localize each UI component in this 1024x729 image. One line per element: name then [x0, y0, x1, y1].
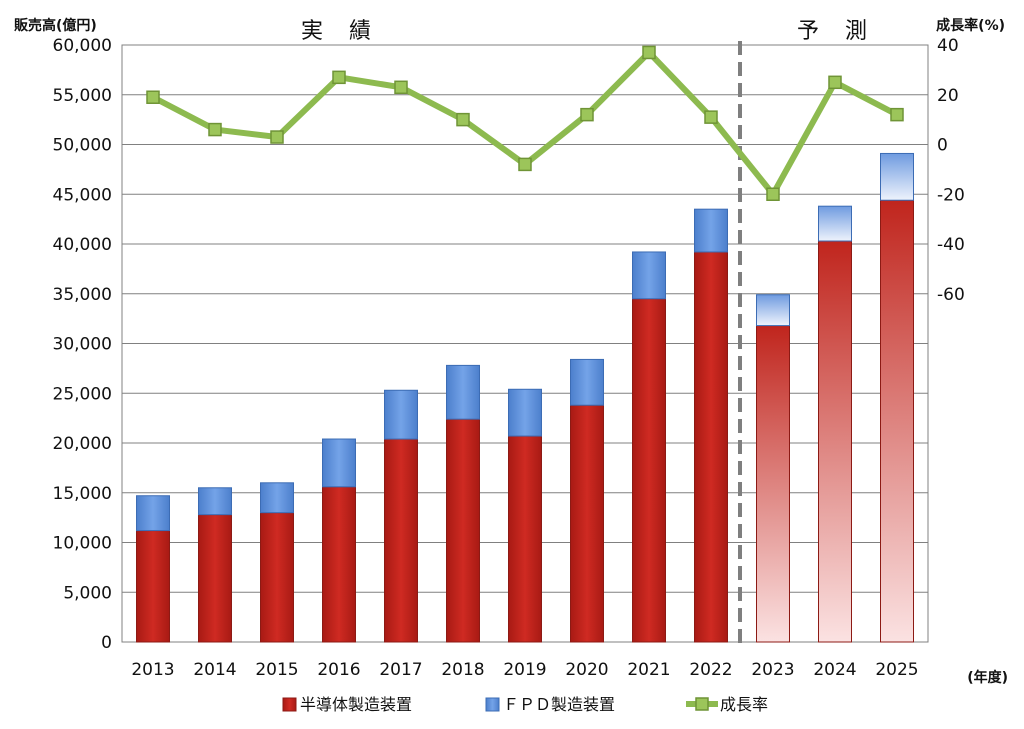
legend-item-fpd: ＦＰＤ製造装置 — [485, 695, 615, 714]
y2-axis-title: 成長率(%) — [936, 17, 1005, 34]
legend-marker — [695, 697, 709, 711]
section-label-forecast: 予 測 — [797, 19, 869, 44]
bar-semiconductor — [260, 512, 294, 643]
bar-fpd — [136, 495, 170, 532]
x-tick-label: 2016 — [317, 660, 360, 680]
bar-semiconductor — [384, 438, 418, 643]
bar-semiconductor — [508, 435, 542, 643]
y-tick-label: 10,000 — [53, 534, 112, 554]
bar-fpd — [880, 152, 914, 201]
growth-rate-point — [208, 122, 222, 137]
bar-fpd — [694, 208, 728, 253]
legend-label: 半導体製造装置 — [300, 695, 412, 714]
x-tick-label: 2013 — [131, 660, 174, 680]
x-tick-label: 2020 — [565, 660, 608, 680]
y-axis-title: 販売高(億円) — [14, 17, 97, 34]
growth-rate-point — [270, 130, 284, 144]
y2-tick-label: 0 — [937, 136, 948, 156]
growth-rate-line — [151, 49, 899, 198]
x-tick-label: 2019 — [503, 660, 546, 680]
y-tick-label: 30,000 — [53, 335, 112, 355]
x-tick-label: 2017 — [379, 660, 422, 680]
legend-swatch — [485, 697, 500, 712]
bar-fpd — [818, 205, 852, 242]
y-tick-label: 50,000 — [53, 136, 112, 156]
y-tick-label: 60,000 — [53, 36, 112, 56]
bar-semiconductor — [818, 240, 852, 643]
bar-semiconductor — [570, 404, 604, 643]
y2-tick-label: -60 — [937, 285, 965, 305]
legend-item-growth-rate: 成長率 — [686, 695, 768, 714]
bar-fpd — [508, 388, 542, 437]
y-tick-label: 45,000 — [53, 185, 112, 205]
y-tick-label: 0 — [101, 633, 112, 653]
legend-swatch — [282, 697, 297, 712]
bar-fpd — [756, 294, 790, 327]
legend-item-semiconductor: 半導体製造装置 — [282, 695, 412, 714]
x-tick-label: 2023 — [751, 660, 794, 680]
growth-rate-point — [704, 110, 718, 124]
section-label-actual: 実 績 — [301, 19, 373, 44]
bar-fpd — [198, 487, 232, 516]
x-tick-label: 2024 — [813, 660, 856, 680]
growth-rate-point — [890, 107, 904, 122]
bar-semiconductor — [198, 514, 232, 643]
bar-fpd — [260, 482, 294, 514]
growth-rate-point — [766, 187, 780, 201]
y-tick-label: 35,000 — [53, 285, 112, 305]
growth-rate-point — [394, 80, 408, 95]
growth-rate-point — [146, 90, 160, 104]
legend-label: 成長率 — [720, 695, 768, 714]
y-tick-label: 20,000 — [53, 434, 112, 454]
bar-fpd — [570, 358, 604, 406]
bar-semiconductor — [880, 199, 914, 643]
bar-semiconductor — [756, 325, 790, 643]
x-tick-label: 2018 — [441, 660, 484, 680]
bar-semiconductor — [446, 418, 480, 643]
x-tick-label: 2015 — [255, 660, 298, 680]
y2-tick-label: 20 — [937, 86, 959, 106]
y2-tick-label: 40 — [937, 36, 959, 56]
growth-rate-point — [518, 157, 532, 172]
bar-fpd — [446, 364, 480, 420]
y2-tick-label: -40 — [937, 235, 965, 255]
y-tick-label: 5,000 — [63, 583, 112, 603]
x-tick-label: 2021 — [627, 660, 670, 680]
x-axis-title: (年度) — [967, 669, 1008, 686]
y-tick-label: 25,000 — [53, 384, 112, 404]
legend-label: ＦＰＤ製造装置 — [503, 695, 615, 714]
bar-semiconductor — [322, 486, 356, 643]
growth-rate-point — [828, 75, 842, 90]
y-tick-label: 55,000 — [53, 86, 112, 106]
growth-rate-point — [332, 70, 346, 85]
bar-semiconductor — [136, 530, 170, 643]
growth-rate-point — [580, 107, 594, 122]
x-tick-label: 2022 — [689, 660, 732, 680]
bar-fpd — [632, 251, 666, 300]
bar-semiconductor — [632, 298, 666, 643]
y-tick-label: 15,000 — [53, 484, 112, 504]
bar-semiconductor — [694, 251, 728, 643]
x-tick-label: 2014 — [193, 660, 236, 680]
growth-rate-point — [456, 112, 470, 127]
bar-fpd — [322, 438, 356, 488]
x-tick-label: 2025 — [875, 660, 918, 680]
bar-fpd — [384, 389, 418, 440]
legend: 半導体製造装置 ＦＰＤ製造装置 成長率 — [282, 695, 768, 714]
growth-rate-point — [642, 45, 656, 60]
y-tick-label: 40,000 — [53, 235, 112, 255]
y2-tick-label: -20 — [937, 185, 965, 205]
